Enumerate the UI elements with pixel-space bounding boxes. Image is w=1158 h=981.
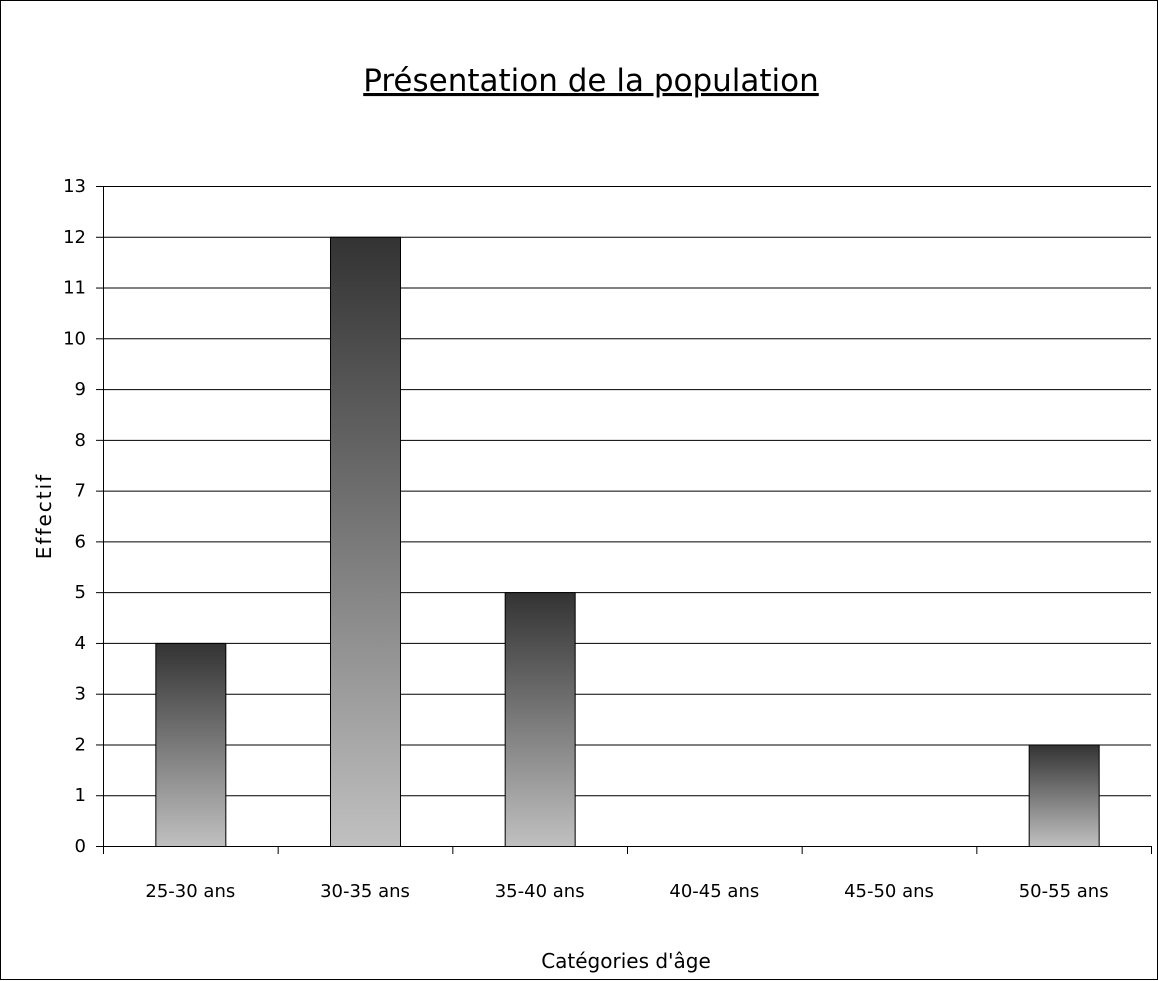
y-tick-label: 0 bbox=[75, 836, 86, 857]
bar-50-55-ans bbox=[1028, 744, 1100, 848]
bar-30-35-ans bbox=[330, 236, 401, 847]
y-tick-label: 1 bbox=[75, 785, 86, 806]
y-tick-label: 2 bbox=[75, 734, 86, 755]
y-tick-label: 7 bbox=[75, 481, 86, 502]
y-tick-label: 3 bbox=[75, 684, 86, 705]
y-tick-label: 13 bbox=[63, 176, 86, 197]
gridlines bbox=[103, 186, 1151, 797]
x-tick-label: 50-55 ans bbox=[1019, 881, 1109, 902]
x-tick-label: 40-45 ans bbox=[669, 881, 759, 902]
y-tick-label: 11 bbox=[63, 278, 86, 299]
y-tick-label: 5 bbox=[75, 582, 86, 603]
x-tick-label: 25-30 ans bbox=[145, 881, 235, 902]
bar-25-30-ans bbox=[155, 642, 227, 848]
x-axis-title: Catégories d'âge bbox=[541, 949, 711, 973]
bar-35-40-ans bbox=[504, 592, 576, 848]
y-tick-label: 8 bbox=[75, 430, 86, 451]
chart-title: Présentation de la population bbox=[363, 63, 819, 99]
y-tick-label: 12 bbox=[63, 227, 86, 248]
axes bbox=[103, 186, 1151, 847]
x-axis-ticks: 25-30 ans 30-35 ans 35-40 ans 40-45 ans 45-5… bbox=[103, 846, 1152, 902]
y-tick-label: 6 bbox=[75, 531, 86, 552]
y-axis-title: Effectif bbox=[32, 473, 56, 559]
bars bbox=[155, 236, 1100, 848]
x-tick-label: 30-35 ans bbox=[320, 881, 410, 902]
x-tick-label: 35-40 ans bbox=[495, 881, 585, 902]
x-tick-label: 45-50 ans bbox=[844, 881, 934, 902]
y-tick-label: 9 bbox=[75, 379, 86, 400]
y-tick-label: 4 bbox=[75, 633, 86, 654]
y-tick-label: 10 bbox=[63, 328, 86, 349]
